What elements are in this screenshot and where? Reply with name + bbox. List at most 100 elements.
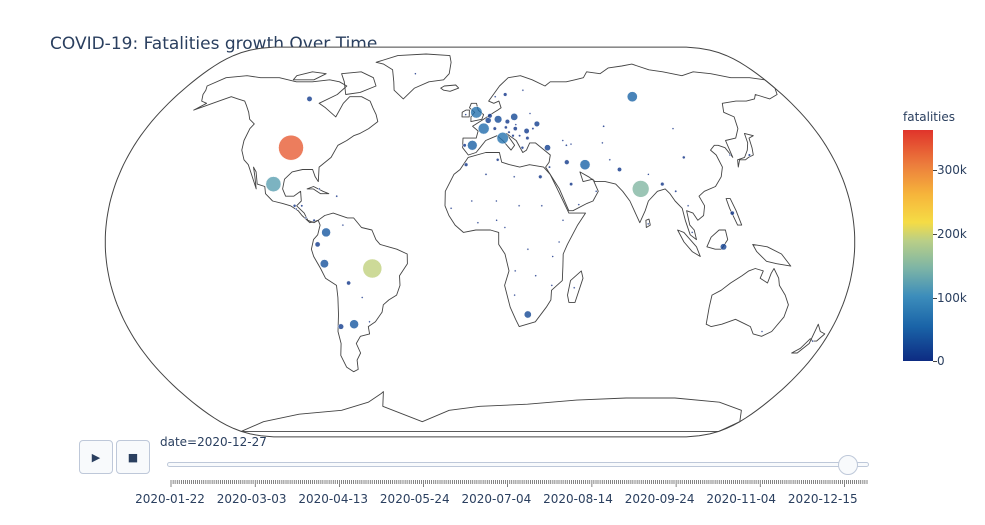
bubble-angola[interactable] — [513, 269, 517, 273]
bubble-france[interactable] — [477, 122, 490, 135]
bubble-bangladesh[interactable] — [660, 181, 665, 187]
bubble-russia[interactable] — [626, 91, 638, 103]
bubble-bosnia[interactable] — [511, 134, 515, 138]
bubble-mongolia[interactable] — [671, 127, 675, 130]
bubble-hungary[interactable] — [512, 126, 518, 131]
bubble-canada[interactable] — [306, 95, 313, 102]
bubble-united-kingdom[interactable] — [470, 106, 483, 119]
bubble-algeria[interactable] — [484, 173, 488, 176]
bubble-thailand[interactable] — [686, 204, 690, 208]
bubble-mozambique[interactable] — [550, 284, 554, 287]
bubble-niger[interactable] — [495, 199, 498, 203]
bubble-sudan[interactable] — [540, 204, 544, 208]
bubble-kenya[interactable] — [557, 240, 561, 244]
bubble-germany[interactable] — [494, 115, 503, 124]
bubble-chad[interactable] — [517, 204, 521, 208]
bubble-moldova[interactable] — [531, 127, 535, 131]
bubble-south-korea[interactable] — [728, 153, 732, 157]
bubble-romania[interactable] — [523, 128, 530, 134]
bubble-sri-lanka[interactable] — [646, 222, 650, 226]
bubble-senegal[interactable] — [449, 207, 453, 210]
bubble-peru[interactable] — [319, 259, 329, 269]
bubble-ukraine[interactable] — [533, 120, 540, 127]
bubble-poland[interactable] — [510, 113, 519, 121]
bubble-serbia[interactable] — [518, 134, 522, 138]
bubble-greece[interactable] — [520, 145, 525, 150]
bubble-austria[interactable] — [504, 125, 508, 130]
bubble-australia[interactable] — [760, 330, 764, 333]
bubble-colombia[interactable] — [321, 227, 331, 238]
bubble-madagascar[interactable] — [572, 286, 576, 290]
bubble-cuba[interactable] — [318, 187, 321, 191]
bubble-ireland[interactable] — [464, 113, 467, 116]
bubble-cameroon[interactable] — [503, 226, 507, 229]
bubble-portugal[interactable] — [462, 143, 467, 148]
bubble-ecuador[interactable] — [314, 241, 321, 248]
bubble-zambia[interactable] — [534, 274, 537, 277]
bubble-croatia[interactable] — [507, 130, 511, 134]
bubble-tanzania[interactable] — [551, 255, 554, 258]
bubble-ghana[interactable] — [476, 221, 480, 224]
bubble-indonesia[interactable] — [720, 243, 727, 251]
bubble-belarus[interactable] — [528, 112, 532, 115]
bubble-morocco[interactable] — [463, 162, 469, 167]
bubble-bulgaria[interactable] — [525, 136, 530, 141]
bubble-new-zealand[interactable] — [811, 339, 814, 343]
bubble-brazil[interactable] — [362, 258, 383, 279]
bubble-mexico[interactable] — [265, 176, 282, 192]
bubble-ethiopia[interactable] — [561, 219, 565, 222]
bubble-tunisia[interactable] — [495, 158, 500, 162]
bubble-azerbaijan[interactable] — [569, 142, 573, 146]
bubble-el-salvador[interactable] — [295, 207, 298, 211]
bubble-uzbekistan[interactable] — [601, 141, 604, 145]
bubble-norway[interactable] — [493, 95, 497, 98]
bubble-philippines[interactable] — [729, 210, 735, 216]
bubble-switzerland[interactable] — [492, 126, 497, 131]
bubble-nepal[interactable] — [647, 173, 650, 176]
play-button[interactable]: ▶ — [79, 440, 113, 474]
bubble-slovakia[interactable] — [514, 123, 518, 126]
bubble-dominican-republic[interactable] — [335, 194, 339, 198]
date-slider-track[interactable] — [167, 462, 869, 467]
bubble-yemen[interactable] — [577, 203, 581, 206]
bubble-libya[interactable] — [512, 175, 516, 179]
bubble-oman[interactable] — [594, 190, 598, 193]
bubble-czechia[interactable] — [504, 119, 510, 125]
bubble-italy[interactable] — [496, 132, 509, 145]
bubble-myanmar[interactable] — [674, 189, 678, 193]
bubble-costa-rica[interactable] — [304, 216, 308, 220]
bubble-iran[interactable] — [579, 159, 591, 171]
bubble-south-africa[interactable] — [523, 310, 532, 319]
bubble-mali[interactable] — [470, 199, 474, 203]
bubble-egypt[interactable] — [538, 174, 543, 179]
bubble-uruguay[interactable] — [368, 320, 371, 324]
bubble-armenia[interactable] — [565, 143, 568, 147]
bubble-greenland-area[interactable] — [414, 72, 417, 75]
stop-button[interactable]: ■ — [116, 440, 150, 474]
bubble-united-states[interactable] — [278, 134, 304, 161]
bubble-honduras[interactable] — [300, 204, 304, 208]
bubble-namibia[interactable] — [513, 293, 516, 297]
bubble-argentina[interactable] — [349, 319, 359, 329]
bubble-finland[interactable] — [521, 88, 525, 92]
bubble-nigeria[interactable] — [495, 219, 498, 222]
bubble-congo-dr[interactable] — [526, 247, 530, 251]
bubble-iraq[interactable] — [564, 159, 570, 165]
bubble-afghanistan[interactable] — [608, 158, 612, 162]
bubble-turkey[interactable] — [544, 144, 551, 152]
bubble-guatemala[interactable] — [292, 204, 297, 208]
date-slider-handle[interactable] — [837, 455, 858, 475]
bubble-panama[interactable] — [312, 218, 316, 222]
bubble-kazakhstan[interactable] — [602, 124, 605, 128]
bubble-japan[interactable] — [747, 153, 751, 157]
bubble-venezuela[interactable] — [341, 223, 345, 227]
bubble-sweden[interactable] — [503, 92, 508, 97]
bubble-pakistan[interactable] — [617, 167, 622, 172]
bubble-malaysia[interactable] — [690, 231, 694, 234]
bubble-saudi-arabia[interactable] — [569, 182, 574, 187]
bubble-netherlands[interactable] — [487, 113, 493, 119]
bubble-bolivia[interactable] — [346, 280, 351, 286]
bubble-china[interactable] — [682, 155, 686, 160]
bubble-india[interactable] — [632, 180, 650, 198]
